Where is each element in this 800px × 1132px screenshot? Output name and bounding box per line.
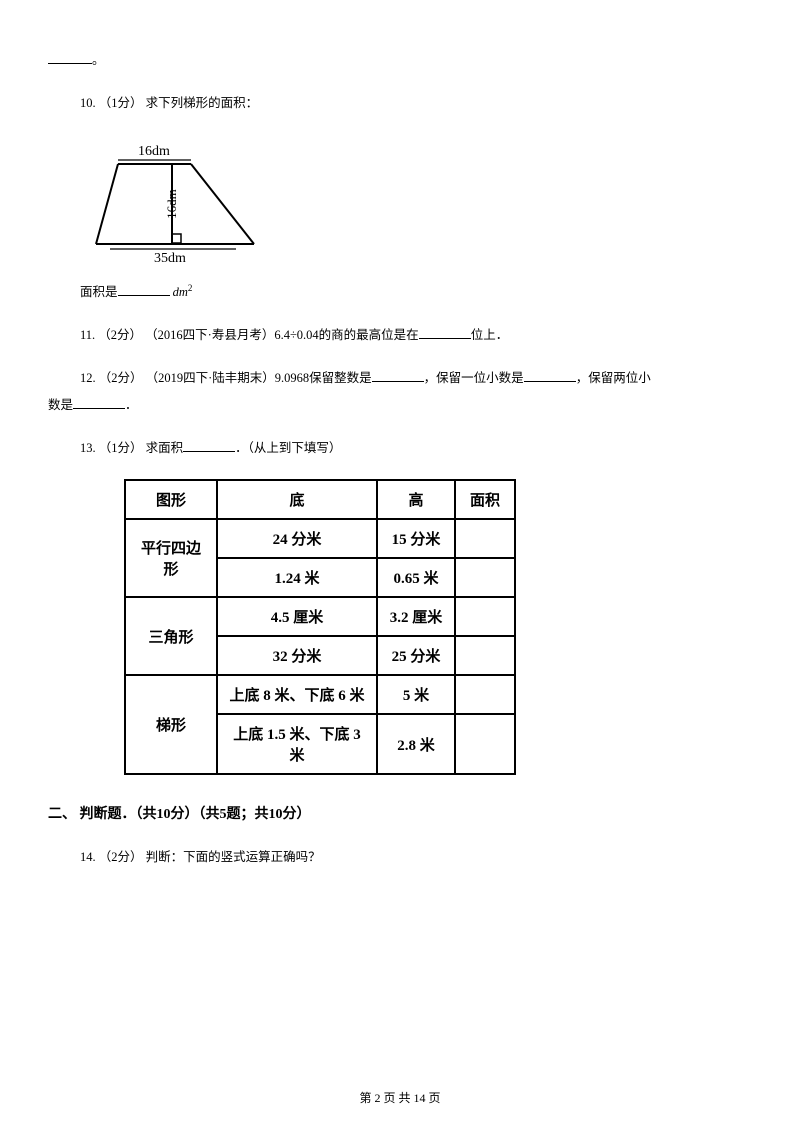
table-row: 图形 底 高 面积 (125, 480, 515, 519)
cell: 上底 8 米、下底 6 米 (217, 675, 377, 714)
th-area: 面积 (455, 480, 515, 519)
height-dim-label: 16dm (164, 189, 179, 219)
footer-c: 页 (426, 1091, 441, 1105)
q12-blank3 (73, 395, 125, 409)
cell: 24 分米 (217, 519, 377, 558)
q11-a: 11. （2分） （2016四下·寿县月考）6.4÷0.04的商的最高位是在 (80, 328, 419, 342)
th-height: 高 (377, 480, 455, 519)
q12-line1: 12. （2分） （2019四下·陆丰期末）9.0968保留整数是 ，保留一位小数… (48, 366, 752, 391)
q10-text: 10. （1分） 求下列梯形的面积： (48, 91, 752, 116)
q11-blank (419, 325, 471, 339)
trap-left (96, 164, 118, 244)
q12-b: ，保留一位小数是 (424, 371, 524, 385)
page-footer: 第 2 页 共 14 页 (0, 1089, 800, 1106)
q12-c: ，保留两位小 (576, 371, 651, 385)
page-root: 。 10. （1分） 求下列梯形的面积： 16dm 16dm 35dm 面积是 … (0, 0, 800, 1132)
trapezoid-figure: 16dm 16dm 35dm (76, 134, 752, 269)
q12-blank2 (524, 368, 576, 382)
footer-b: 页 共 (380, 1091, 413, 1105)
cell: 32 分米 (217, 636, 377, 675)
top-dim-label: 16dm (138, 144, 170, 159)
cell (455, 558, 515, 597)
cell (455, 675, 515, 714)
cell: 4.5 厘米 (217, 597, 377, 636)
q10-unit: dm (173, 285, 188, 299)
q14-line: 14. （2分） 判断：下面的竖式运算正确吗？ (48, 845, 752, 870)
footer-total: 14 (414, 1091, 426, 1105)
q10-unit-sup: 2 (188, 283, 193, 293)
trapezoid-svg: 16dm 16dm 35dm (76, 134, 306, 264)
q13-blank (183, 438, 235, 452)
bottom-dim-label: 35dm (154, 251, 186, 264)
cell: 2.8 米 (377, 714, 455, 774)
cell-shape1: 平行四边形 (125, 519, 217, 597)
q10-blank (118, 282, 170, 296)
q10-area-line: 面积是 dm2 (48, 279, 752, 305)
th-shape: 图形 (125, 480, 217, 519)
q13-line: 13. （1分） 求面积 ．（从上到下填写） (48, 436, 752, 461)
cell (455, 519, 515, 558)
q11-line: 11. （2分） （2016四下·寿县月考）6.4÷0.04的商的最高位是在 位上… (48, 323, 752, 348)
cell (455, 636, 515, 675)
cell: 3.2 厘米 (377, 597, 455, 636)
q12-blank1 (372, 368, 424, 382)
cell: 5 米 (377, 675, 455, 714)
q12-line2: 数是 ． (48, 393, 752, 418)
footer-a: 第 (359, 1091, 374, 1105)
cell-shape2: 三角形 (125, 597, 217, 675)
cell: 上底 1.5 米、下底 3 米 (217, 714, 377, 774)
right-angle-mark (172, 234, 181, 243)
q12-l2a: 数是 (48, 398, 73, 412)
q12-a: 12. （2分） （2019四下·陆丰期末）9.0968保留整数是 (80, 371, 372, 385)
cell: 0.65 米 (377, 558, 455, 597)
top-blank-line: 。 (48, 48, 752, 73)
cell (455, 714, 515, 774)
section-2-heading: 二、 判断题．（共10分）（共5题；共10分） (48, 803, 752, 823)
q13-a: 13. （1分） 求面积 (80, 441, 183, 455)
table-row: 平行四边形 24 分米 15 分米 (125, 519, 515, 558)
q11-b: 位上． (471, 328, 509, 342)
cell: 25 分米 (377, 636, 455, 675)
q13-b: ．（从上到下填写） (235, 441, 341, 455)
cell: 15 分米 (377, 519, 455, 558)
cell (455, 597, 515, 636)
q12-l2b: ． (125, 398, 138, 412)
th-base: 底 (217, 480, 377, 519)
cell-shape3: 梯形 (125, 675, 217, 774)
table-row: 三角形 4.5 厘米 3.2 厘米 (125, 597, 515, 636)
cell: 1.24 米 (217, 558, 377, 597)
area-table: 图形 底 高 面积 平行四边形 24 分米 15 分米 1.24 米 0.65 … (124, 479, 516, 775)
q10-area-prefix: 面积是 (80, 285, 118, 299)
table-row: 梯形 上底 8 米、下底 6 米 5 米 (125, 675, 515, 714)
trap-right (191, 164, 254, 244)
top-period: 。 (92, 53, 105, 67)
blank-top (48, 50, 92, 64)
